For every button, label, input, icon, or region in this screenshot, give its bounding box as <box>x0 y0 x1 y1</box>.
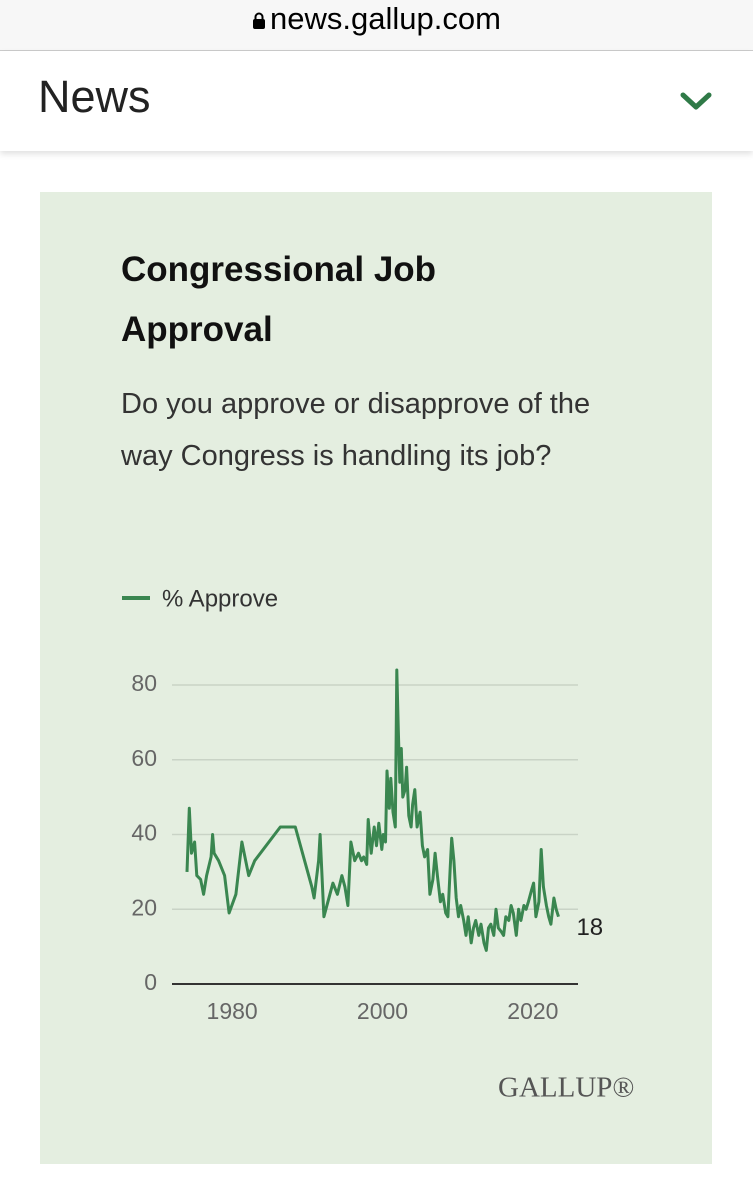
x-tick-label: 1980 <box>207 998 258 1024</box>
data-line <box>185 668 560 952</box>
chart-subtitle: Do you approve or disapprove of the way … <box>121 388 591 472</box>
y-tick-label: 60 <box>131 745 157 771</box>
x-tick-label: 2020 <box>507 998 558 1024</box>
legend-label: % Approve <box>162 585 278 612</box>
lock-icon <box>253 12 266 29</box>
y-tick-label: 0 <box>144 969 157 995</box>
brand-logo: GALLUP® <box>498 1072 634 1104</box>
chart-title: Congressional Job Approval <box>121 250 437 349</box>
nav-title[interactable]: News <box>38 71 151 122</box>
chart-card <box>40 192 712 1164</box>
url: news.gallup.com <box>270 1 501 36</box>
address-bar[interactable]: news.gallup.com <box>0 0 753 51</box>
end-value-label: 18 <box>576 914 603 941</box>
dropdown-chevron[interactable] <box>680 91 712 113</box>
x-tick-label: 2000 <box>357 998 408 1024</box>
nav-bar: News <box>0 51 753 151</box>
y-tick-label: 40 <box>131 820 157 846</box>
y-tick-label: 80 <box>131 670 157 696</box>
y-tick-label: 20 <box>131 894 157 920</box>
